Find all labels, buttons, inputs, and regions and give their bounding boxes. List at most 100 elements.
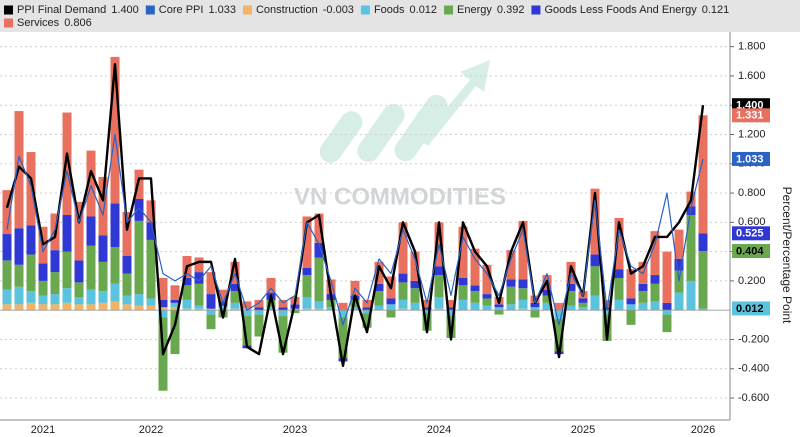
legend-value: 1.033: [208, 4, 236, 16]
bar-segment: [542, 295, 552, 303]
bar-segment: [422, 307, 432, 311]
bar-segment: [386, 304, 396, 311]
bar-segment: [626, 298, 636, 305]
bar-segment: [698, 233, 708, 252]
bar-segment: [458, 285, 468, 300]
end-tag-label: 0.525: [736, 228, 764, 240]
bar-segment: [230, 302, 240, 309]
bar-segment: [230, 283, 240, 292]
bar-segment: [50, 294, 60, 305]
bar-segment: [146, 239, 156, 299]
bar-segment: [662, 310, 672, 315]
bar-segment: [314, 301, 324, 309]
bar-segment: [254, 307, 264, 311]
x-tick-label: 2024: [427, 424, 451, 436]
bar-segment: [2, 234, 12, 261]
bar-segment: [302, 216, 312, 268]
bar-segment: [446, 310, 456, 317]
y-tick-label: 1.600: [738, 70, 766, 82]
bar-segment: [230, 261, 240, 284]
bar-segment: [134, 220, 144, 295]
bar-segment: [326, 279, 336, 295]
bar-segment: [38, 280, 48, 296]
bar-segment: [14, 304, 24, 311]
bar-segment: [146, 200, 156, 223]
bar-segment: [578, 298, 588, 303]
bar-segment: [74, 201, 84, 261]
bar-segment: [530, 302, 540, 308]
bar-segment: [134, 198, 144, 221]
bar-segment: [158, 307, 168, 311]
bar-segment: [554, 310, 564, 319]
bar-segment: [350, 307, 360, 311]
bar-segment: [50, 272, 60, 295]
legend-label: Core PPI 1.033: [159, 4, 236, 16]
bar-segment: [638, 283, 648, 292]
bar-segment: [110, 203, 120, 248]
bar-segment: [134, 169, 144, 199]
bar-segment: [254, 299, 264, 308]
bar-segment: [146, 222, 156, 240]
bar-segment: [410, 302, 420, 311]
end-tag-label: 0.012: [736, 303, 764, 315]
bar-segment: [386, 298, 396, 305]
bar-segment: [230, 308, 240, 311]
bar-segment: [506, 250, 516, 280]
legend-label: PPI Final Demand 1.400: [17, 4, 139, 16]
bar-segment: [206, 314, 216, 330]
bar-segment: [194, 257, 204, 273]
bar-segment: [494, 307, 504, 311]
y-tick-label: -0.600: [738, 392, 769, 404]
end-tag: [732, 151, 770, 166]
bar-segment: [518, 279, 528, 289]
bar-segment: [662, 314, 672, 333]
bar-segment: [122, 256, 132, 274]
bar-segment: [470, 248, 480, 286]
bar-segment: [614, 299, 624, 311]
bar-segment: [242, 316, 252, 346]
bar-segment: [146, 305, 156, 311]
bar-segment: [86, 245, 96, 290]
bar-segment: [518, 220, 528, 280]
bar-segment: [206, 272, 216, 295]
legend-label: Construction -0.003: [256, 4, 354, 16]
bar-segment: [374, 291, 384, 306]
bar-segment: [230, 291, 240, 303]
bar-segment: [302, 308, 312, 311]
bar-segment: [662, 251, 672, 303]
legend-value: 0.392: [497, 4, 525, 16]
bar-segment: [614, 277, 624, 300]
bar-segment: [470, 285, 480, 292]
y-tick-label: 1.200: [738, 128, 766, 140]
bar-segment: [98, 302, 108, 311]
bar-segment: [362, 307, 372, 311]
bar-segment: [422, 299, 432, 308]
bar-segment: [482, 294, 492, 299]
bar-segment: [278, 310, 288, 317]
bar-segment: [446, 307, 456, 311]
bar-segment: [38, 304, 48, 311]
legend-value: 1.400: [111, 4, 139, 16]
bar-segment: [362, 313, 372, 328]
bar-segment: [170, 310, 180, 355]
bar-segment: [266, 277, 276, 293]
legend-item: Energy 0.392: [444, 4, 524, 16]
bar-segment: [110, 56, 120, 204]
bar-segment: [566, 283, 576, 292]
bar-segment: [626, 304, 636, 311]
bar-segment: [458, 226, 468, 278]
bar-segment: [410, 288, 420, 303]
bar-segment: [62, 288, 72, 303]
bar-segment: [518, 299, 528, 309]
bar-segment: [326, 307, 336, 311]
bar-segment: [110, 301, 120, 311]
bar-segment: [398, 222, 408, 274]
legend-value: -0.003: [323, 4, 354, 16]
legend-name: Services: [17, 17, 60, 29]
bar-segment: [398, 308, 408, 311]
bar-segment: [566, 291, 576, 306]
bar-segment: [14, 228, 24, 265]
y-tick-label: -0.400: [738, 363, 769, 375]
bar-segment: [698, 251, 708, 309]
